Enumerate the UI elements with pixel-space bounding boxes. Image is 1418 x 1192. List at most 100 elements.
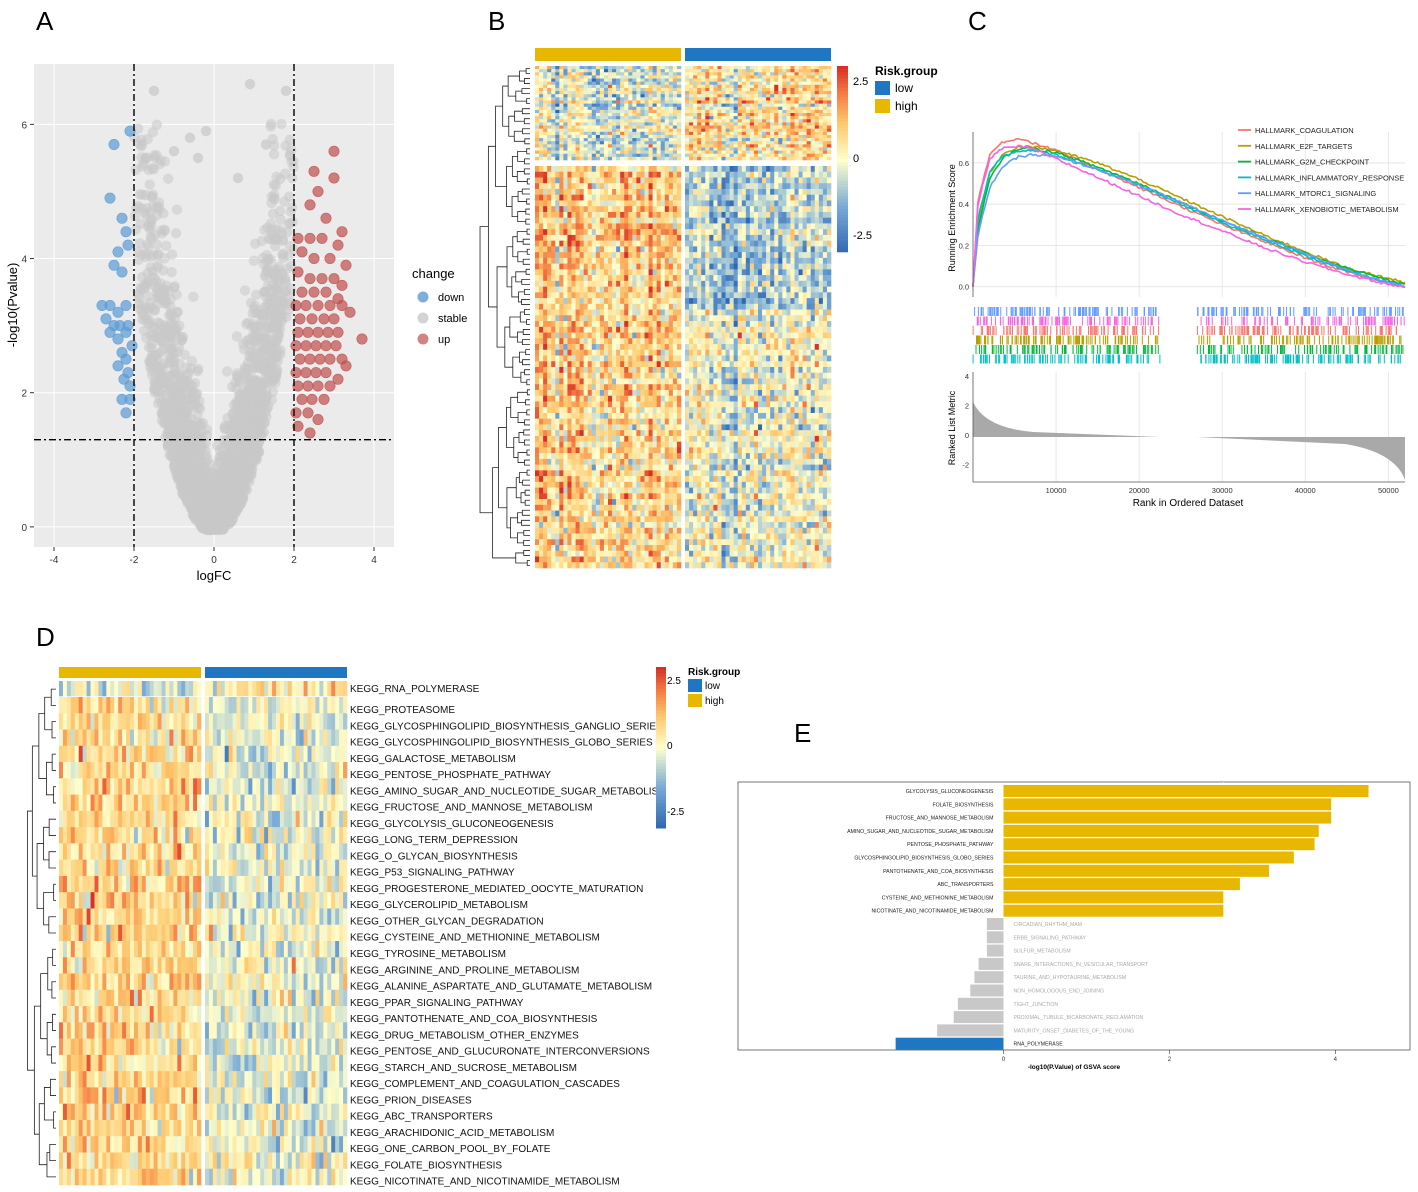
heatmap-cell bbox=[595, 113, 601, 117]
heatmap-cell bbox=[701, 125, 706, 129]
heatmap-cell bbox=[737, 78, 743, 82]
stable-point bbox=[145, 355, 157, 367]
heatmap-cell bbox=[551, 147, 556, 151]
heatmap-cell bbox=[705, 106, 710, 111]
heatmap-cell bbox=[551, 141, 556, 145]
heatmap-cell bbox=[664, 119, 670, 123]
heatmap-cell bbox=[786, 116, 791, 120]
heatmap-cell bbox=[579, 125, 584, 129]
heatmap-cell bbox=[814, 144, 820, 148]
heatmap-cell bbox=[539, 78, 544, 82]
heatmap-cell bbox=[571, 103, 576, 108]
heatmap-cell bbox=[717, 78, 722, 82]
heatmap-cell bbox=[583, 141, 589, 145]
heatmap-cell bbox=[660, 81, 666, 86]
up-point bbox=[294, 313, 306, 325]
legend-stable-label: stable bbox=[438, 313, 467, 325]
legend-down-key bbox=[417, 291, 429, 303]
heatmap-cell bbox=[575, 144, 580, 148]
heatmap-cell bbox=[709, 138, 714, 142]
heatmap-cell bbox=[620, 153, 625, 158]
stable-point bbox=[212, 440, 223, 451]
heatmap-cell bbox=[571, 97, 576, 101]
heatmap-cell bbox=[745, 116, 751, 120]
heatmap-cell bbox=[672, 153, 678, 158]
heatmap-cell bbox=[770, 122, 775, 126]
heatmap-cell bbox=[583, 144, 589, 148]
heatmap-cell bbox=[656, 106, 662, 111]
heatmap-cell bbox=[632, 150, 637, 155]
heatmap-cell bbox=[745, 147, 751, 151]
heatmap-cell bbox=[790, 75, 795, 79]
heatmap-cell bbox=[701, 87, 706, 92]
heatmap-cell bbox=[624, 122, 629, 126]
heatmap-cell bbox=[806, 106, 812, 111]
heatmap-cell bbox=[685, 134, 690, 139]
heatmap-cell bbox=[636, 103, 641, 108]
heatmap-cell bbox=[571, 144, 576, 148]
heatmap-cell bbox=[774, 116, 779, 120]
heatmap-cell bbox=[583, 113, 589, 117]
heatmap-cell bbox=[575, 147, 580, 151]
heatmap-cell bbox=[749, 153, 755, 158]
heatmap-cell bbox=[652, 103, 657, 108]
heatmap-cell bbox=[543, 87, 548, 92]
heatmap-cell bbox=[579, 109, 584, 114]
heatmap-cell bbox=[758, 156, 763, 161]
heatmap-cell bbox=[656, 72, 662, 76]
heatmap-cell bbox=[559, 103, 564, 108]
heatmap-cell bbox=[656, 109, 662, 114]
heatmap-cell bbox=[563, 131, 568, 136]
heatmap-cell bbox=[822, 119, 828, 123]
heatmap-cell bbox=[798, 138, 803, 142]
heatmap-cell bbox=[555, 128, 560, 133]
stable-point bbox=[260, 271, 272, 283]
heatmap-cell bbox=[628, 97, 633, 101]
heatmap-cell bbox=[567, 81, 572, 86]
stable-point bbox=[247, 308, 258, 319]
heatmap-cell bbox=[628, 81, 633, 86]
heatmap-cell bbox=[818, 150, 824, 155]
heatmap-cell bbox=[616, 131, 621, 136]
heatmap-cell bbox=[802, 122, 807, 126]
heatmap-cell bbox=[786, 122, 791, 126]
heatmap-cell bbox=[656, 78, 662, 82]
heatmap-cell bbox=[709, 113, 714, 117]
heatmap-cell bbox=[725, 131, 730, 136]
heatmap-cell bbox=[802, 91, 807, 95]
heatmap-cell bbox=[664, 81, 670, 86]
heatmap-cell bbox=[790, 84, 795, 89]
heatmap-cell bbox=[689, 97, 694, 101]
stable-point bbox=[174, 471, 185, 483]
heatmap-cell bbox=[753, 94, 759, 98]
heatmap-cell bbox=[778, 141, 783, 145]
heatmap-cell bbox=[640, 144, 645, 148]
heatmap-cell bbox=[709, 134, 714, 139]
heatmap-cell bbox=[628, 113, 633, 117]
heatmap-cell bbox=[608, 103, 613, 108]
heatmap-cell bbox=[713, 116, 718, 120]
heatmap-cell bbox=[664, 109, 670, 114]
heatmap-cell bbox=[745, 138, 751, 142]
heatmap-cell bbox=[672, 128, 678, 133]
heatmap-cell bbox=[749, 78, 755, 82]
up-point bbox=[310, 367, 322, 379]
heatmap-cell bbox=[701, 122, 706, 126]
heatmap-cell bbox=[535, 150, 540, 155]
heatmap-cell bbox=[782, 138, 787, 142]
stable-point bbox=[270, 273, 282, 285]
stable-point bbox=[168, 146, 180, 157]
heatmap-cell bbox=[660, 116, 666, 120]
heatmap-cell bbox=[766, 116, 771, 120]
heatmap-cell bbox=[810, 75, 816, 79]
heatmap-cell bbox=[721, 119, 726, 123]
heatmap-cell bbox=[770, 125, 775, 129]
heatmap-cell bbox=[782, 147, 787, 151]
heatmap-cell bbox=[798, 134, 803, 139]
heatmap-cell bbox=[652, 113, 657, 117]
heatmap-cell bbox=[547, 150, 552, 155]
heatmap-cell bbox=[753, 156, 759, 161]
heatmap-cell bbox=[603, 116, 609, 120]
heatmap-cell bbox=[701, 144, 706, 148]
heatmap-cell bbox=[729, 87, 734, 92]
